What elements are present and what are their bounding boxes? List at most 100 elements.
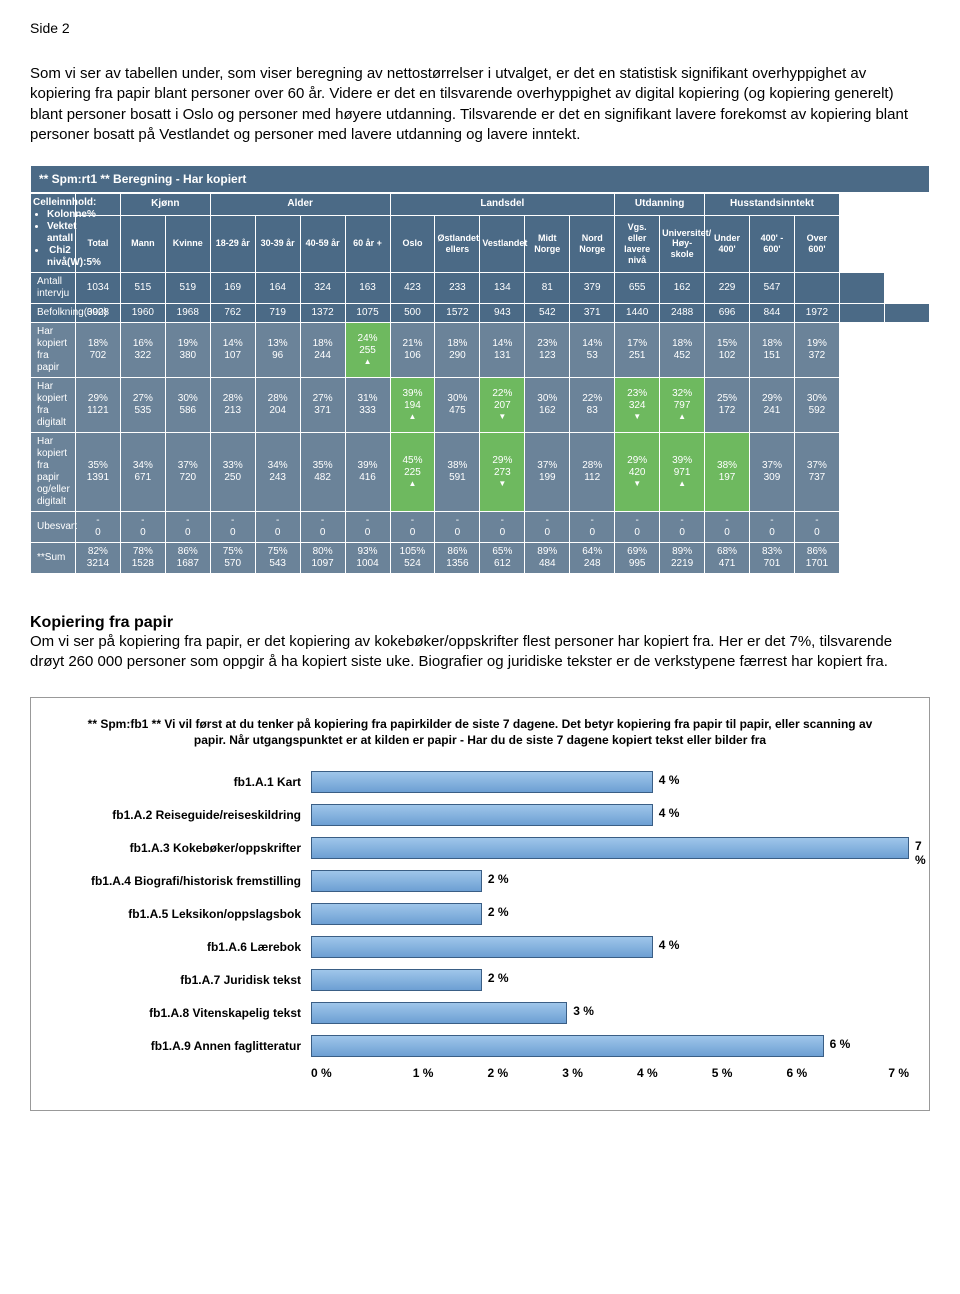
table-cell: 719 bbox=[255, 304, 300, 323]
table-cell: 515 bbox=[120, 273, 165, 304]
crosstab-head: Celleinnhold:Kolonne%Vektet antallChi2 n… bbox=[31, 194, 930, 273]
bar-chart: ** Spm:fb1 ** Vi vil først at du tenker … bbox=[30, 697, 930, 1111]
table-cell: -0 bbox=[120, 512, 165, 543]
col-header: 18-29 år bbox=[210, 215, 255, 272]
table-cell: 89%2219 bbox=[660, 543, 705, 574]
row-label: Har kopiert fra digitalt bbox=[31, 378, 76, 433]
chart-value-label: 4 % bbox=[659, 773, 680, 787]
chart-bar bbox=[311, 870, 482, 892]
table-cell: 30%586 bbox=[165, 378, 210, 433]
chart-row: fb1.A.2 Reiseguide/reiseskildring4 % bbox=[51, 801, 909, 829]
chart-category-label: fb1.A.1 Kart bbox=[51, 775, 311, 789]
cell-info: Celleinnhold:Kolonne%Vektet antallChi2 n… bbox=[31, 194, 76, 273]
table-cell: 18%290 bbox=[435, 323, 480, 378]
col-header: 400' - 600' bbox=[750, 215, 795, 272]
row-label: Befolkning(000) bbox=[31, 304, 76, 323]
bar-chart-axis: 0 %1 %2 %3 %4 %5 %6 %7 % bbox=[311, 1066, 909, 1080]
col-header: Oslo bbox=[390, 215, 435, 272]
chart-axis-tick: 0 % bbox=[311, 1066, 386, 1080]
chart-category-label: fb1.A.3 Kokebøker/oppskrifter bbox=[51, 841, 311, 855]
chart-bar-area: 4 % bbox=[311, 804, 909, 826]
chart-bar-area: 2 % bbox=[311, 903, 909, 925]
table-cell: 379 bbox=[570, 273, 615, 304]
table-cell: 28%112 bbox=[570, 433, 615, 512]
col-header: Vestlandet bbox=[480, 215, 525, 272]
chart-bar-area: 6 % bbox=[311, 1035, 909, 1057]
table-cell: 27%371 bbox=[300, 378, 345, 433]
table-cell: 1972 bbox=[794, 304, 839, 323]
table-cell: 13%96 bbox=[255, 323, 300, 378]
table-cell: -0 bbox=[255, 512, 300, 543]
chart-bar-area: 7 % bbox=[311, 837, 909, 859]
chart-value-label: 2 % bbox=[488, 905, 509, 919]
chart-value-label: 6 % bbox=[830, 1037, 851, 1051]
table-cell bbox=[794, 273, 839, 304]
chart-bar bbox=[311, 1002, 567, 1024]
chart-axis-tick: 7 % bbox=[834, 1066, 909, 1080]
chart-value-label: 4 % bbox=[659, 806, 680, 820]
table-cell: 30%162 bbox=[525, 378, 570, 433]
chart-bar-area: 4 % bbox=[311, 936, 909, 958]
table-cell: 81 bbox=[525, 273, 570, 304]
table-cell: 164 bbox=[255, 273, 300, 304]
table-cell: 1372 bbox=[300, 304, 345, 323]
table-cell: 68%471 bbox=[705, 543, 750, 574]
chart-value-label: 2 % bbox=[488, 971, 509, 985]
table-cell: 38%591 bbox=[435, 433, 480, 512]
table-cell: -0 bbox=[345, 512, 390, 543]
col-header: 40-59 år bbox=[300, 215, 345, 272]
chart-bar bbox=[311, 771, 653, 793]
table-cell: 1572 bbox=[435, 304, 480, 323]
table-cell: 29%273 bbox=[480, 433, 525, 512]
chart-bar bbox=[311, 837, 909, 859]
group-header: Kjønn bbox=[120, 194, 210, 216]
table-cell: 37%309 bbox=[750, 433, 795, 512]
chart-bar-area: 2 % bbox=[311, 969, 909, 991]
table-cell: 18%702 bbox=[75, 323, 120, 378]
col-header: Østlandet ellers bbox=[435, 215, 480, 272]
table-cell: 105%524 bbox=[390, 543, 435, 574]
table-cell: 32%797 bbox=[660, 378, 705, 433]
chart-value-label: 4 % bbox=[659, 938, 680, 952]
row-label: Har kopiert fra papir og/eller digitalt bbox=[31, 433, 76, 512]
table-cell: -0 bbox=[165, 512, 210, 543]
chart-category-label: fb1.A.9 Annen faglitteratur bbox=[51, 1039, 311, 1053]
intro-paragraph: Som vi ser av tabellen under, som viser … bbox=[30, 64, 930, 145]
page-header: Side 2 bbox=[30, 20, 930, 36]
table-cell: 844 bbox=[750, 304, 795, 323]
table-cell: 86%1701 bbox=[794, 543, 839, 574]
table-cell: 33%250 bbox=[210, 433, 255, 512]
table-cell: -0 bbox=[480, 512, 525, 543]
table-cell: 371 bbox=[570, 304, 615, 323]
table-cell: 762 bbox=[210, 304, 255, 323]
table-cell: 35%482 bbox=[300, 433, 345, 512]
table-cell: 655 bbox=[615, 273, 660, 304]
chart-row: fb1.A.6 Lærebok4 % bbox=[51, 933, 909, 961]
table-cell: 38%197 bbox=[705, 433, 750, 512]
table-cell: 75%570 bbox=[210, 543, 255, 574]
table-cell: -0 bbox=[615, 512, 660, 543]
table-cell: 229 bbox=[705, 273, 750, 304]
col-header: Midt Norge bbox=[525, 215, 570, 272]
table-cell: 1075 bbox=[345, 304, 390, 323]
table-cell: 83%701 bbox=[750, 543, 795, 574]
table-cell: 34%671 bbox=[120, 433, 165, 512]
chart-axis-tick: 3 % bbox=[535, 1066, 610, 1080]
table-cell: 86%1687 bbox=[165, 543, 210, 574]
table-cell bbox=[884, 304, 929, 323]
table-cell: 1034 bbox=[75, 273, 120, 304]
table-cell: 519 bbox=[165, 273, 210, 304]
col-header: Universitet/ Høy- skole bbox=[660, 215, 705, 272]
chart-value-label: 7 % bbox=[915, 839, 926, 867]
table-cell: -0 bbox=[300, 512, 345, 543]
col-header: Vgs. eller lavere nivå bbox=[615, 215, 660, 272]
table-cell: 28%204 bbox=[255, 378, 300, 433]
table-cell: 75%543 bbox=[255, 543, 300, 574]
bar-chart-bars: fb1.A.1 Kart4 %fb1.A.2 Reiseguide/reises… bbox=[51, 768, 909, 1060]
table-cell: 69%995 bbox=[615, 543, 660, 574]
table-cell: 34%243 bbox=[255, 433, 300, 512]
chart-row: fb1.A.5 Leksikon/oppslagsbok2 % bbox=[51, 900, 909, 928]
col-header: 30-39 år bbox=[255, 215, 300, 272]
table-cell: -0 bbox=[525, 512, 570, 543]
table-cell: 1960 bbox=[120, 304, 165, 323]
